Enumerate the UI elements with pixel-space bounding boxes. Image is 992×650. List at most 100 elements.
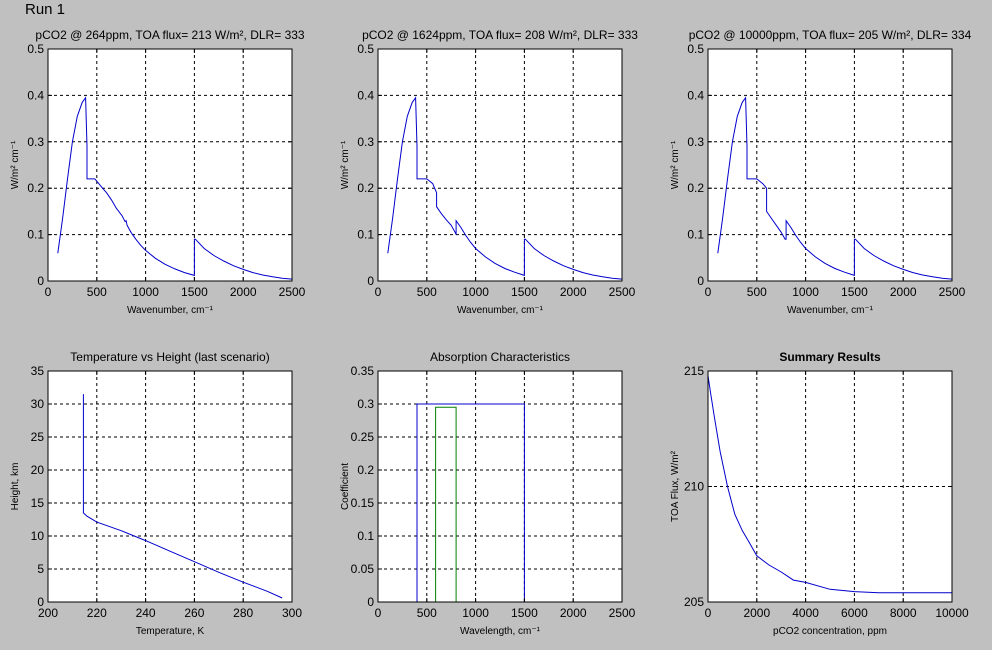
x-tick-label: 10000: [935, 606, 969, 620]
y-tick-label: 0.1: [357, 529, 374, 543]
x-tick-label: 6000: [841, 606, 868, 620]
series-line-1: [57, 96, 293, 280]
x-tick-label: 2000: [560, 606, 587, 620]
x-axis-label: Wavenumber, cm⁻¹: [457, 305, 544, 316]
x-tick-label: 1000: [462, 606, 489, 620]
chart-title: pCO2 @ 1624ppm, TOA flux= 208 W/m², DLR=…: [362, 28, 638, 42]
y-tick-label: 0.1: [687, 228, 704, 242]
plot-area: [708, 49, 952, 281]
x-tick-label: 500: [747, 285, 767, 299]
y-tick-label: 0.1: [357, 228, 374, 242]
x-tick-label: 220: [87, 606, 107, 620]
x-tick-label: 0: [45, 285, 52, 299]
chart-title: Summary Results: [779, 350, 881, 364]
x-tick-label: 500: [87, 285, 107, 299]
x-tick-label: 4000: [792, 606, 819, 620]
y-tick-label: 0.4: [27, 88, 44, 102]
series-line-1: [387, 96, 623, 280]
x-tick-label: 0: [705, 285, 712, 299]
series-line-1: [717, 96, 953, 280]
x-tick-label: 1000: [792, 285, 819, 299]
y-tick-label: 0.15: [351, 496, 375, 510]
chart-title: Temperature vs Height (last scenario): [70, 350, 269, 364]
y-tick-label: 0.3: [27, 135, 44, 149]
x-tick-label: 300: [282, 606, 302, 620]
chart-title: pCO2 @ 10000ppm, TOA flux= 205 W/m², DLR…: [689, 28, 972, 42]
y-tick-label: 0.1: [27, 228, 44, 242]
y-tick-label: 0.5: [687, 42, 704, 56]
x-tick-label: 8000: [890, 606, 917, 620]
x-tick-label: 2500: [939, 285, 966, 299]
x-tick-label: 2500: [609, 606, 636, 620]
y-tick-label: 0.2: [357, 181, 374, 195]
y-tick-label: 5: [37, 562, 44, 576]
y-tick-label: 0: [37, 274, 44, 288]
axes-frame: [377, 48, 623, 282]
chart-4: 200 220 240 260 280 300 0 5 10 15 20 25 30 35 Temperat…: [10, 350, 302, 637]
y-tick-label: 0.4: [687, 88, 704, 102]
y-tick-label: 0.3: [357, 135, 374, 149]
x-tick-label: 500: [417, 606, 437, 620]
chart-5: 0 500 1000 1500 2000 2500 0 0.05 0.1 0.15 0.2 0.25 0…: [340, 350, 636, 637]
x-axis-label: Wavenumber, cm⁻¹: [787, 305, 874, 316]
series-line-1: [82, 394, 283, 599]
y-tick-label: 215: [684, 364, 704, 378]
x-axis-label: pCO2 concentration, ppm: [773, 626, 887, 637]
y-tick-label: 20: [31, 463, 45, 477]
axes-frame: [47, 370, 293, 603]
x-tick-label: 2500: [279, 285, 306, 299]
x-tick-label: 280: [233, 606, 253, 620]
y-tick-label: 0.3: [687, 135, 704, 149]
x-tick-label: 500: [417, 285, 437, 299]
y-tick-label: 35: [31, 364, 45, 378]
y-tick-label: 0.2: [687, 181, 704, 195]
x-tick-label: 2000: [230, 285, 257, 299]
x-axis-label: Temperature, K: [136, 626, 205, 637]
y-tick-label: 0.25: [351, 430, 375, 444]
x-tick-label: 200: [38, 606, 58, 620]
chart-6: 0 2000 4000 6000 8000 10000 205 210 215 Summary R…: [670, 350, 969, 637]
x-tick-label: 0: [375, 285, 382, 299]
y-tick-label: 0.35: [351, 364, 375, 378]
x-tick-label: 1500: [841, 285, 868, 299]
plot-area: [378, 49, 622, 281]
y-tick-label: 15: [31, 496, 45, 510]
y-axis-label: Height, km: [10, 463, 21, 511]
plot-area: [378, 371, 622, 602]
x-tick-label: 2000: [743, 606, 770, 620]
x-tick-label: 1000: [462, 285, 489, 299]
x-tick-label: 2500: [609, 285, 636, 299]
axes-frame: [707, 48, 953, 282]
y-tick-label: 0.2: [27, 181, 44, 195]
plot-area: [48, 371, 292, 602]
y-tick-label: 210: [684, 480, 704, 494]
y-tick-label: 0.2: [357, 463, 374, 477]
series-line-1: [707, 375, 952, 594]
x-tick-label: 1500: [511, 285, 538, 299]
axes-frame: [47, 48, 293, 282]
axes-frame: [377, 370, 623, 603]
y-axis-label: W/m² cm⁻¹: [340, 140, 351, 189]
y-axis-label: TOA Flux, W/m²: [670, 450, 681, 522]
y-tick-label: 0: [37, 595, 44, 609]
x-tick-label: 0: [375, 606, 382, 620]
x-tick-label: 2000: [560, 285, 587, 299]
run-label: Run 1: [25, 1, 66, 18]
y-tick-label: 30: [31, 397, 45, 411]
x-tick-label: 240: [136, 606, 156, 620]
y-tick-label: 0: [367, 274, 374, 288]
chart-2: 0 500 1000 1500 2000 2500 0 0.1 0.2 0.3 0.4 0.5pCO2…: [340, 28, 638, 316]
chart-3: 0 500 1000 1500 2000 2500 0 0.1 0.2 0.3 0.4 0.5pCO2…: [670, 28, 972, 316]
x-tick-label: 0: [705, 606, 712, 620]
y-tick-label: 25: [31, 430, 45, 444]
y-tick-label: 0.5: [27, 42, 44, 56]
y-tick-label: 0.05: [351, 562, 375, 576]
plot-area: [48, 49, 292, 281]
y-tick-label: 0.5: [357, 42, 374, 56]
chart-title: pCO2 @ 264ppm, TOA flux= 213 W/m², DLR= …: [35, 28, 305, 42]
x-tick-label: 1500: [511, 606, 538, 620]
x-tick-label: 1500: [181, 285, 208, 299]
y-tick-label: 205: [684, 595, 704, 609]
x-tick-label: 2000: [890, 285, 917, 299]
